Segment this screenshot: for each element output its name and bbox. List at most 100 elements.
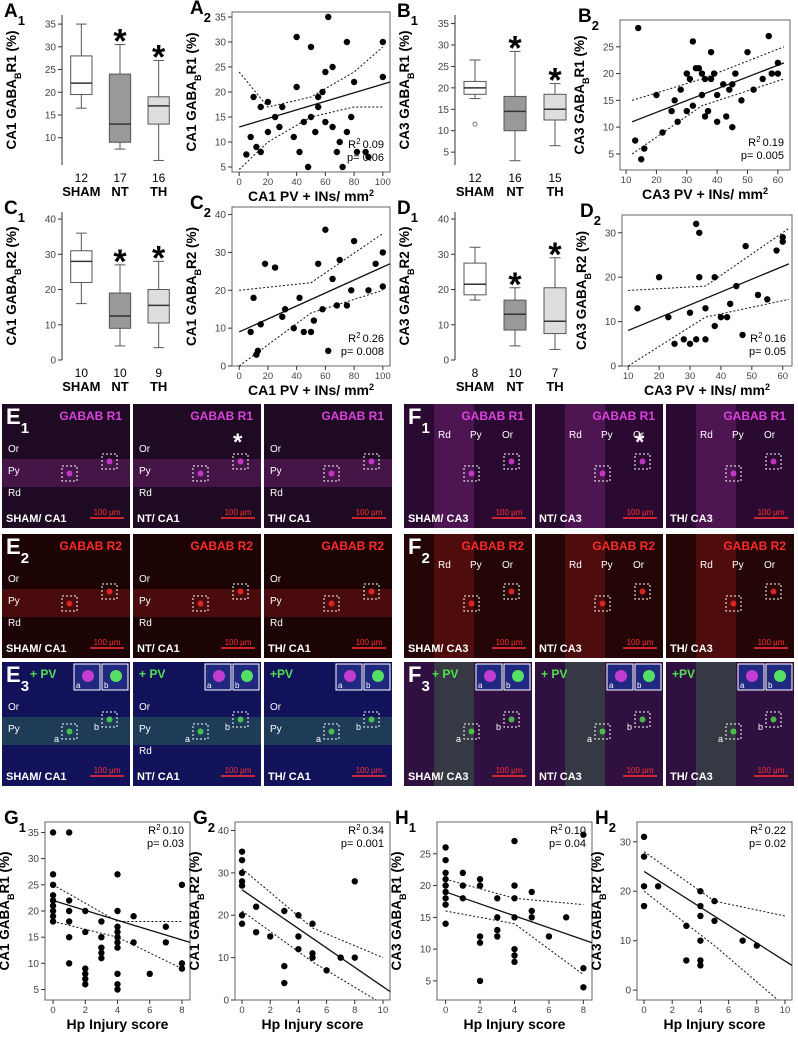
y-tick-label: 30 xyxy=(218,868,230,879)
cell xyxy=(639,716,646,723)
y-axis-label-part: R2 (%) xyxy=(187,851,202,893)
caption: NT/ CA3 xyxy=(539,513,582,525)
y-tick-label: 20 xyxy=(438,83,450,94)
data-point xyxy=(683,922,690,930)
confidence-band-upper xyxy=(52,884,182,922)
cell xyxy=(599,470,606,477)
data-point xyxy=(307,113,315,121)
data-point xyxy=(459,895,467,902)
row-label-part: 3 xyxy=(421,678,429,695)
group-n: 10 xyxy=(113,366,127,380)
plot-frame xyxy=(621,214,793,367)
r-squared: R2 0.09 xyxy=(348,137,384,152)
cell xyxy=(197,470,204,477)
box xyxy=(108,73,132,143)
data-point xyxy=(325,347,332,355)
x-tick-label: 40 xyxy=(712,175,723,186)
confidence-band-upper xyxy=(445,878,584,906)
data-point xyxy=(296,148,303,156)
data-point xyxy=(49,907,57,915)
y-tick-label: 5 xyxy=(443,148,449,159)
data-point xyxy=(640,902,648,910)
data-point xyxy=(779,238,786,245)
scale-label: 100 µm xyxy=(356,638,383,647)
y-tick-label: 30 xyxy=(438,41,450,52)
y-tick-label: 15 xyxy=(215,113,227,124)
roi-box xyxy=(101,711,118,728)
data-point xyxy=(319,306,326,313)
data-point xyxy=(702,336,709,343)
row-label-part: E xyxy=(6,662,21,687)
r-squared-sup: 2 xyxy=(756,135,761,144)
panel-label: C2 xyxy=(190,193,211,220)
y-tick-label: 25 xyxy=(420,849,432,860)
y-tick-label: 5 xyxy=(425,976,431,987)
roi-box xyxy=(61,465,78,482)
y-axis-label-part: R1 (%) xyxy=(0,851,12,893)
row-label-part: 3 xyxy=(21,678,29,695)
row-label: E1 xyxy=(6,404,29,437)
y-tick-label: 15 xyxy=(438,105,450,116)
data-point xyxy=(264,128,272,136)
roi-box xyxy=(765,583,782,600)
inset-cell xyxy=(615,670,627,682)
data-point xyxy=(379,249,387,256)
panel-label: G1 xyxy=(4,808,26,835)
roi-box xyxy=(363,583,380,600)
y-axis-label-part: R2 (%) xyxy=(574,231,589,273)
layer-label: Py xyxy=(470,430,482,441)
data-point xyxy=(348,287,355,294)
data-point xyxy=(739,937,746,944)
roi-box xyxy=(463,465,480,482)
data-point xyxy=(640,833,648,841)
scale-label: 100 µm xyxy=(758,508,785,517)
y-axis-label-part: CA1 GABA xyxy=(4,275,19,346)
data-point xyxy=(707,75,715,83)
data-point xyxy=(348,113,355,121)
inset-cell xyxy=(110,670,122,682)
y-axis-label: CA1 GABABR2 (%) xyxy=(4,226,23,345)
data-point xyxy=(98,918,105,925)
cell xyxy=(237,716,244,723)
y-tick-label: 10 xyxy=(438,320,450,331)
y-axis-label-part: R1 (%) xyxy=(397,30,412,72)
row-label-part: 1 xyxy=(21,420,29,437)
stain-title: +PV xyxy=(270,667,293,681)
x-tick-label: 0 xyxy=(237,371,242,382)
y-tick-label: 30 xyxy=(45,250,57,261)
data-point xyxy=(442,901,449,908)
layer-label: Py xyxy=(470,560,482,571)
cell xyxy=(468,470,475,477)
roi-box xyxy=(634,583,651,600)
stain-title: + PV xyxy=(139,667,165,681)
panel-label-part: 1 xyxy=(19,820,26,835)
r-squared-sup: 2 xyxy=(356,823,361,832)
data-point xyxy=(580,965,587,972)
inset-cell xyxy=(82,670,94,682)
data-point xyxy=(178,881,186,889)
y-tick-label: 20 xyxy=(45,285,57,296)
cell xyxy=(328,600,335,607)
data-point xyxy=(702,305,709,312)
cell xyxy=(106,716,113,723)
plot-frame xyxy=(636,821,793,1001)
data-point xyxy=(774,70,782,77)
y-axis-label-part: CA3 GABA xyxy=(589,900,604,971)
r-squared: R2 0.16 xyxy=(750,331,786,346)
plot-frame xyxy=(234,821,391,1001)
roi-box xyxy=(101,583,118,600)
star: * xyxy=(233,429,243,456)
x-axis-label: Hp Injury score xyxy=(664,1016,766,1032)
data-point xyxy=(476,939,484,946)
x-axis-label: Hp Injury score xyxy=(262,1016,364,1032)
data-point xyxy=(494,926,501,934)
cell xyxy=(368,588,375,595)
data-point xyxy=(739,331,746,339)
scale-label: 100 µm xyxy=(225,508,252,517)
data-point xyxy=(162,939,170,946)
cell xyxy=(770,588,777,595)
roi-box xyxy=(192,595,209,612)
y-axis-label-part: B xyxy=(583,273,593,280)
layer-label: Or xyxy=(502,430,514,441)
group-n: 16 xyxy=(152,171,166,185)
